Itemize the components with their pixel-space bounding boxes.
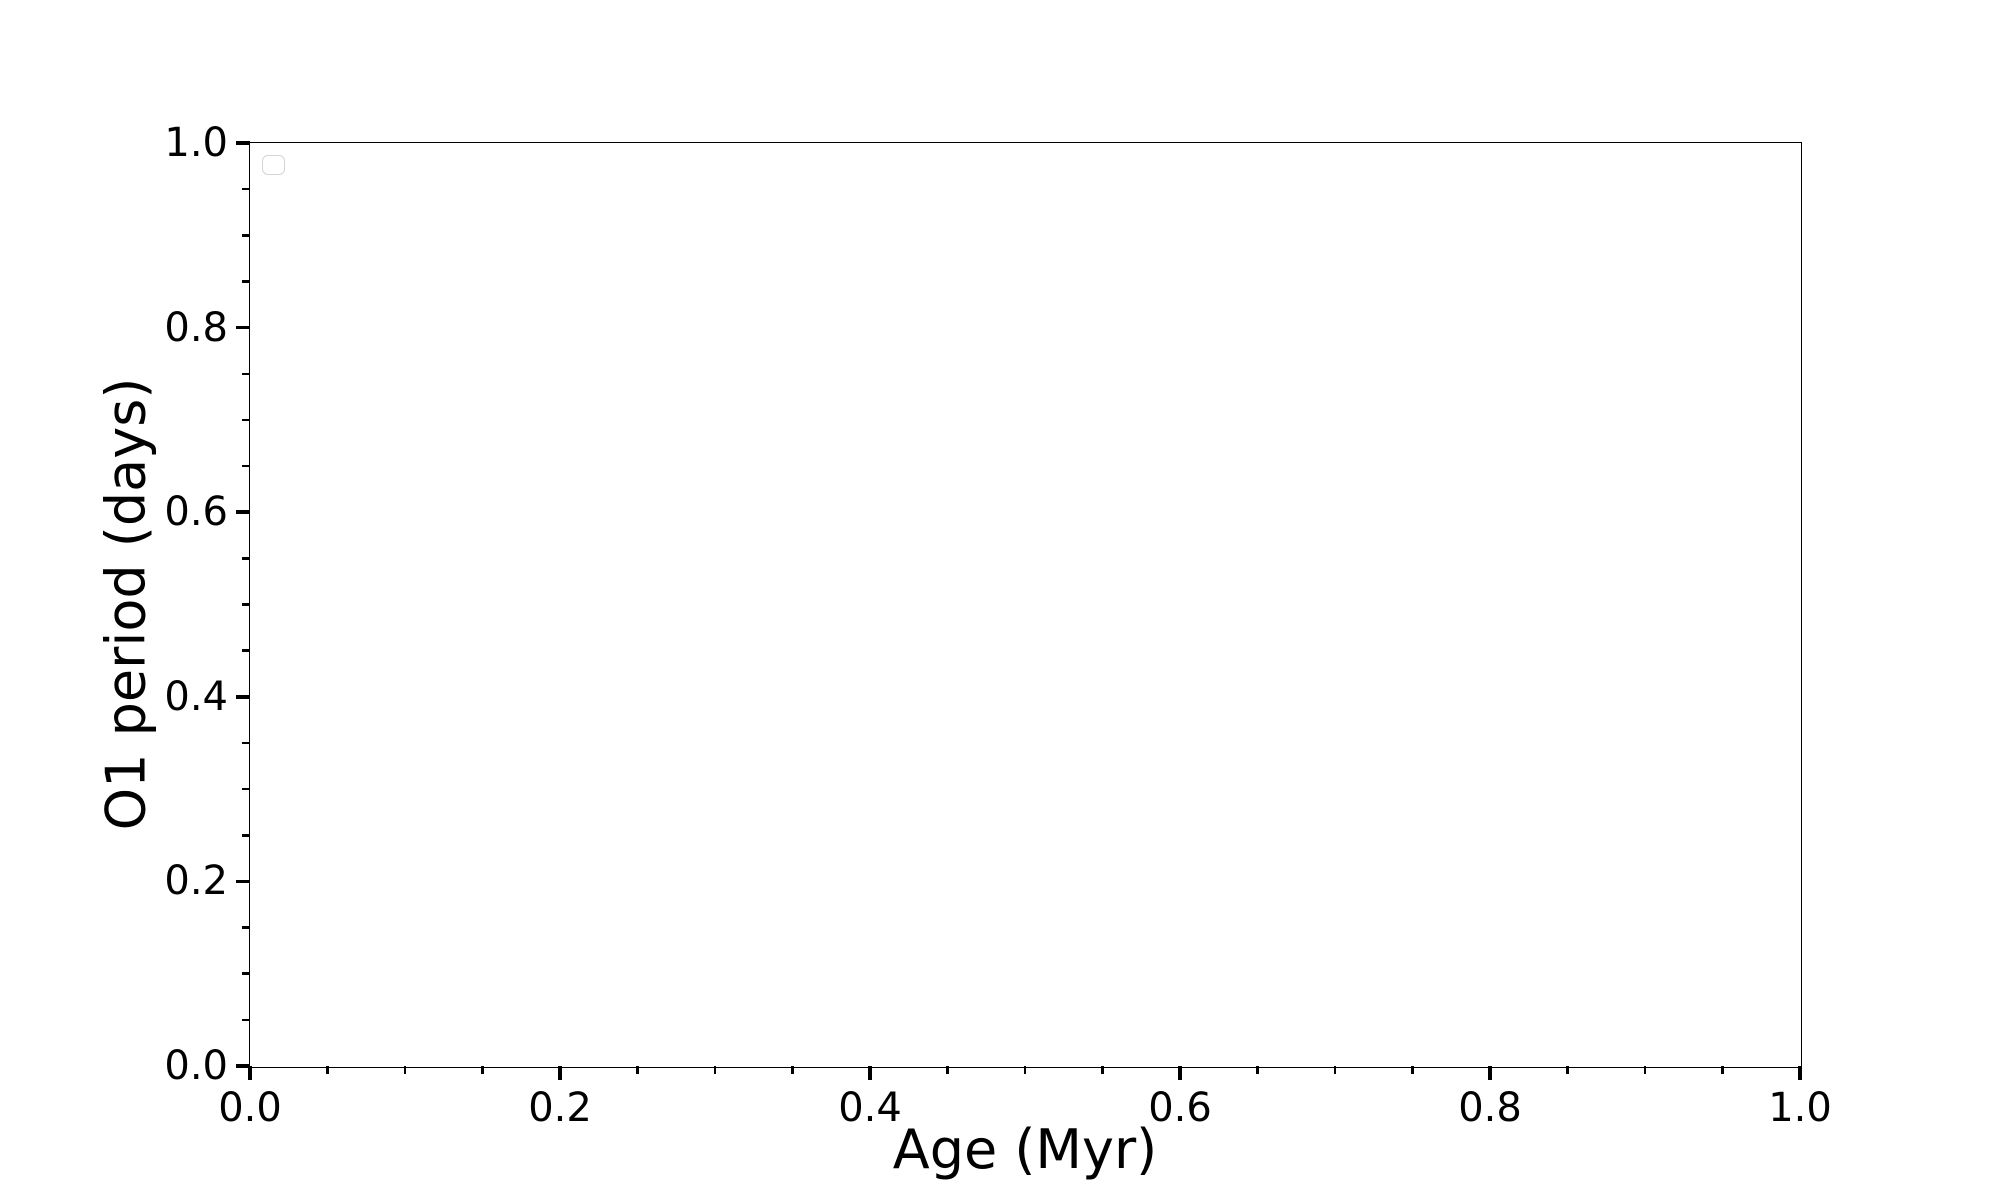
y-minor-tick xyxy=(242,557,250,560)
y-minor-tick xyxy=(242,834,250,837)
y-minor-tick xyxy=(242,280,250,283)
y-minor-tick xyxy=(242,418,250,422)
y-minor-tick xyxy=(242,1018,250,1022)
y-tick-label: 0.0 xyxy=(164,1043,228,1089)
y-minor-tick xyxy=(242,372,250,375)
y-minor-tick xyxy=(242,187,250,191)
x-minor-tick xyxy=(326,1066,329,1074)
y-major-tick xyxy=(236,325,250,330)
y-tick-label: 0.2 xyxy=(164,858,228,905)
x-tick-label: 0.2 xyxy=(528,1085,592,1131)
x-major-tick xyxy=(1488,1066,1492,1080)
x-tick-label: 0.8 xyxy=(1458,1085,1522,1131)
y-tick-label: 0.8 xyxy=(164,304,228,351)
x-minor-tick xyxy=(713,1066,717,1074)
y-major-tick xyxy=(236,695,250,699)
x-axis-label: Age (Myr) xyxy=(892,1118,1158,1181)
legend-box xyxy=(262,155,285,175)
y-tick-label: 0.6 xyxy=(164,489,228,536)
y-major-tick xyxy=(236,141,250,145)
x-major-tick xyxy=(558,1066,562,1080)
x-minor-tick xyxy=(1411,1066,1414,1074)
x-minor-tick xyxy=(403,1066,407,1074)
x-minor-tick xyxy=(1643,1066,1647,1074)
y-tick-label: 0.4 xyxy=(164,673,228,720)
y-minor-tick xyxy=(242,603,250,606)
x-major-tick xyxy=(248,1066,252,1080)
x-minor-tick xyxy=(791,1066,794,1074)
x-tick-label: 0.0 xyxy=(218,1085,282,1131)
x-minor-tick xyxy=(1721,1066,1724,1074)
x-minor-tick xyxy=(1023,1066,1027,1074)
x-minor-tick xyxy=(1101,1066,1104,1074)
x-tick-label: 0.6 xyxy=(1148,1085,1212,1131)
y-minor-tick xyxy=(242,234,250,237)
x-minor-tick xyxy=(481,1066,484,1074)
y-minor-tick xyxy=(242,649,250,652)
x-major-tick xyxy=(868,1066,872,1080)
y-minor-tick xyxy=(242,972,250,975)
x-major-tick xyxy=(1798,1066,1802,1080)
x-minor-tick xyxy=(1566,1066,1569,1074)
x-minor-tick xyxy=(1333,1066,1337,1074)
y-minor-tick xyxy=(242,787,250,791)
y-major-tick xyxy=(236,510,250,514)
plot-area xyxy=(249,142,1802,1068)
x-tick-label: 1.0 xyxy=(1768,1085,1832,1131)
y-major-tick xyxy=(236,879,250,884)
x-minor-tick xyxy=(946,1066,949,1074)
y-minor-tick xyxy=(242,926,250,929)
y-minor-tick xyxy=(242,464,250,468)
y-tick-label: 1.0 xyxy=(164,120,228,166)
x-tick-label: 0.4 xyxy=(838,1085,902,1131)
x-minor-tick xyxy=(636,1066,639,1074)
y-axis-label: O1 period (days) xyxy=(94,377,158,831)
x-minor-tick xyxy=(1256,1066,1259,1074)
x-major-tick xyxy=(1178,1066,1182,1080)
y-minor-tick xyxy=(242,741,250,745)
y-major-tick xyxy=(236,1064,250,1068)
